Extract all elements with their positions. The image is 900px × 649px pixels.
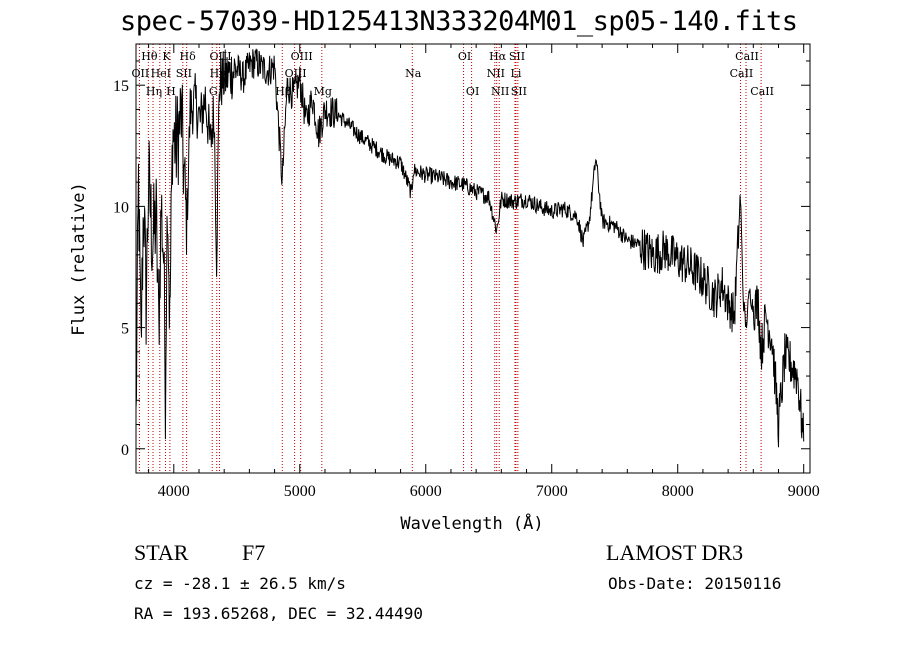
line-marker-label: Hη	[146, 85, 162, 98]
line-marker-label: Mg	[314, 85, 332, 98]
y-tick-label: 5	[121, 321, 129, 338]
plot-frame	[135, 43, 811, 474]
redshift-cz: cz = -28.1 ± 26.5 km/s	[134, 574, 346, 593]
x-tick-label: 4000	[158, 483, 190, 500]
x-axis-label: Wavelength (Å)	[400, 512, 543, 534]
x-tick-label: 5000	[284, 483, 316, 500]
line-marker-label: SII	[176, 67, 192, 80]
line-marker-label: Hα	[489, 50, 507, 63]
line-marker-label: SII	[509, 50, 525, 63]
spectrum-line	[135, 48, 805, 448]
chart-title: spec-57039-HD125413N333204M01_sp05-140.f…	[120, 6, 798, 37]
x-tick-label: 7000	[536, 483, 568, 500]
line-marker-label: NII	[491, 85, 509, 98]
line-marker-label: OIII	[291, 50, 313, 63]
line-marker-label: CaII	[730, 67, 754, 80]
y-tick-label: 15	[113, 78, 129, 95]
line-marker-label: OIII	[209, 50, 231, 63]
y-tick-label: 10	[113, 199, 129, 216]
line-marker-label: Li	[511, 67, 522, 80]
line-marker-label: HeI	[151, 67, 171, 80]
observation-date: Obs-Date: 20150116	[608, 574, 782, 593]
line-marker-label: NII	[487, 67, 505, 80]
object-subclass: F7	[242, 540, 266, 565]
line-marker-label: OII	[132, 67, 150, 80]
line-marker-label: CaII	[750, 85, 774, 98]
survey-name: LAMOST DR3	[606, 540, 744, 565]
line-marker-label: Na	[405, 67, 422, 80]
line-marker-label: OI	[458, 50, 471, 63]
ra-dec-coordinates: RA = 193.65268, DEC = 32.44490	[134, 604, 423, 623]
object-class: STAR	[134, 540, 189, 565]
line-marker-label: CaII	[735, 50, 759, 63]
x-tick-label: 8000	[662, 483, 694, 500]
line-marker-label: SII	[511, 85, 527, 98]
line-marker-label: H	[166, 85, 176, 98]
line-marker-label: OI	[466, 85, 479, 98]
line-marker-label: Hθ	[141, 50, 158, 63]
x-tick-label: 9000	[788, 483, 820, 500]
line-marker-label: K	[162, 50, 171, 63]
line-marker-label: G	[209, 85, 218, 98]
spectrum-series	[135, 48, 805, 448]
y-tick-label: 0	[121, 442, 129, 459]
axes: 4000 5000 6000 7000 8000 9000 0 5 10 15	[113, 43, 820, 500]
line-marker-label: Hδ	[180, 50, 197, 63]
x-tick-label: 6000	[410, 483, 442, 500]
y-axis-label: Flux (relative)	[69, 182, 89, 336]
